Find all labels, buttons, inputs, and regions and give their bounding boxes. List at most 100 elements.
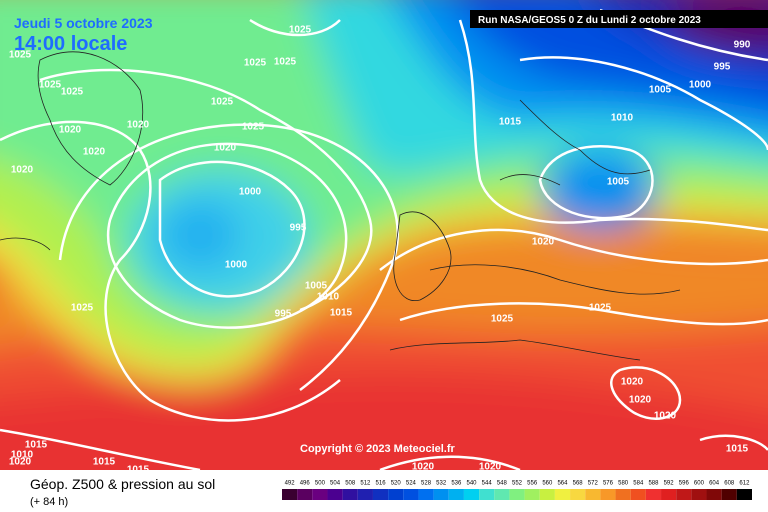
legend-subtitle: (+ 84 h) bbox=[30, 496, 68, 508]
scale-swatch bbox=[600, 489, 616, 500]
scale-swatch bbox=[585, 489, 601, 500]
isobar-label: 1015 bbox=[127, 465, 150, 476]
scale-label: 608 bbox=[724, 481, 735, 487]
scale-swatch bbox=[524, 489, 540, 500]
scale-label: 580 bbox=[618, 481, 629, 487]
scale-swatch bbox=[691, 489, 707, 500]
scale-label: 604 bbox=[709, 481, 720, 487]
scale-swatch bbox=[357, 489, 373, 500]
isobar-label: 1025 bbox=[9, 50, 32, 61]
scale-label: 592 bbox=[664, 481, 675, 487]
isobar-label: 1020 bbox=[532, 237, 555, 248]
scale-swatch bbox=[388, 489, 404, 500]
isobar-label: 1025 bbox=[589, 303, 612, 314]
isobar-label: 1015 bbox=[330, 308, 353, 319]
isobar-label: 1020 bbox=[654, 411, 677, 422]
isobar-label: 1020 bbox=[214, 143, 237, 154]
isobar-label: 1015 bbox=[499, 117, 522, 128]
scale-label: 532 bbox=[436, 481, 447, 487]
scale-label: 508 bbox=[345, 481, 356, 487]
scale-label: 528 bbox=[421, 481, 432, 487]
isobar-label: 1010 bbox=[317, 292, 340, 303]
isobar-label: 1005 bbox=[649, 85, 672, 96]
scale-label: 512 bbox=[360, 481, 371, 487]
isobar-label: 1000 bbox=[239, 187, 262, 198]
scale-swatch bbox=[297, 489, 313, 500]
isobar-label: 1025 bbox=[39, 80, 62, 91]
scale-label: 548 bbox=[497, 481, 508, 487]
scale-label: 600 bbox=[694, 481, 705, 487]
color-scale: 492 496 500 504 508 512 516 520 524 528 532 536 540 5… bbox=[282, 481, 752, 500]
scale-swatch bbox=[418, 489, 434, 500]
isobar-label: 1020 bbox=[59, 125, 82, 136]
scale-label: 576 bbox=[603, 481, 614, 487]
isobar-label: 1020 bbox=[412, 462, 435, 473]
run-banner bbox=[470, 10, 768, 28]
isobar-label: 1025 bbox=[61, 87, 84, 98]
isobar-label: 1000 bbox=[225, 260, 248, 271]
isobar-label: 1005 bbox=[607, 177, 630, 188]
scale-swatch bbox=[433, 489, 449, 500]
scale-swatch bbox=[494, 489, 510, 500]
isobar-label: 1025 bbox=[274, 57, 297, 68]
isobar-label: 1015 bbox=[93, 457, 116, 468]
scale-swatch bbox=[554, 489, 571, 500]
isobar-label: 1025 bbox=[244, 58, 267, 69]
scale-label: 540 bbox=[467, 481, 478, 487]
isobar-label: 1015 bbox=[25, 440, 48, 451]
scale-swatch bbox=[327, 489, 343, 500]
scale-label: 556 bbox=[527, 481, 538, 487]
isobar-label: 990 bbox=[734, 40, 751, 51]
scale-label: 524 bbox=[406, 481, 417, 487]
scale-label: 500 bbox=[315, 481, 326, 487]
scale-label: 492 bbox=[285, 481, 296, 487]
scale-label: 516 bbox=[376, 481, 387, 487]
scale-swatch bbox=[539, 489, 555, 500]
scale-swatch bbox=[570, 489, 586, 500]
scale-swatch bbox=[645, 489, 662, 500]
scale-swatch bbox=[479, 489, 495, 500]
scale-label: 596 bbox=[679, 481, 690, 487]
forecast-time: 14:00 locale bbox=[14, 33, 127, 55]
isobar-label: 1010 bbox=[611, 113, 634, 124]
isobar-label: 1020 bbox=[629, 395, 652, 406]
isobar-label: 1025 bbox=[289, 25, 312, 36]
scale-swatch bbox=[736, 489, 752, 500]
scale-swatch bbox=[403, 489, 419, 500]
isobar-label: 1025 bbox=[491, 314, 514, 325]
isobar-label: 995 bbox=[290, 223, 307, 234]
isobar-label: 1015 bbox=[726, 444, 749, 455]
coastlines bbox=[0, 51, 681, 361]
scale-label: 560 bbox=[542, 481, 553, 487]
isobars bbox=[0, 8, 768, 470]
isobar-label: 1025 bbox=[242, 122, 265, 133]
scale-swatch bbox=[463, 489, 480, 500]
isobar-label: 995 bbox=[714, 62, 731, 73]
isobar-label: 1020 bbox=[479, 462, 502, 473]
copyright: Copyright © 2023 Meteociel.fr bbox=[300, 443, 456, 455]
scale-swatch bbox=[509, 489, 525, 500]
isobar-label: 1020 bbox=[11, 165, 34, 176]
scale-swatch bbox=[630, 489, 646, 500]
scale-label: 544 bbox=[482, 481, 493, 487]
scale-swatch bbox=[615, 489, 631, 500]
run-info: Run NASA/GEOS5 0 Z du Lundi 2 octobre 20… bbox=[478, 15, 701, 26]
scale-label: 584 bbox=[633, 481, 644, 487]
scale-swatch bbox=[372, 489, 389, 500]
scale-swatch bbox=[282, 489, 298, 500]
isobar-label: 1020 bbox=[621, 377, 644, 388]
scale-swatch bbox=[342, 489, 358, 500]
scale-label: 520 bbox=[391, 481, 402, 487]
scale-label: 536 bbox=[451, 481, 462, 487]
scale-swatch bbox=[448, 489, 464, 500]
scale-label: 612 bbox=[739, 481, 750, 487]
scale-swatch bbox=[676, 489, 692, 500]
isobar-label: 1025 bbox=[71, 303, 94, 314]
isobar-label: 1020 bbox=[127, 120, 150, 131]
scale-label: 552 bbox=[512, 481, 523, 487]
scale-label: 496 bbox=[300, 481, 311, 487]
scale-label: 564 bbox=[557, 481, 568, 487]
